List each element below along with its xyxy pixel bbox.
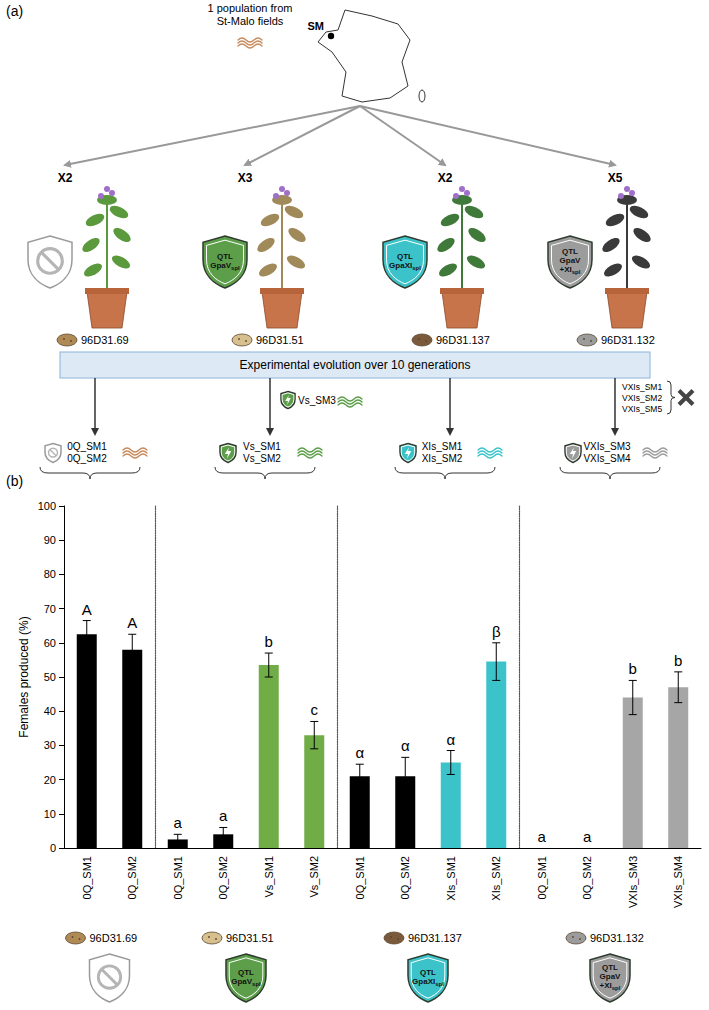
svg-text:Vs_SM3: Vs_SM3 xyxy=(298,395,336,406)
svg-text:96D31.69: 96D31.69 xyxy=(90,932,138,944)
svg-text:α: α xyxy=(401,737,410,754)
svg-text:100: 100 xyxy=(38,500,56,512)
svg-text:VXIs_SM5: VXIs_SM5 xyxy=(622,404,662,414)
svg-text:Vs_SM1: Vs_SM1 xyxy=(243,441,281,452)
svg-text:96D31.137: 96D31.137 xyxy=(408,932,462,944)
svg-text:96D31.132: 96D31.132 xyxy=(590,932,644,944)
svg-text:0Q_SM1: 0Q_SM1 xyxy=(536,856,548,899)
svg-text:0: 0 xyxy=(50,842,56,854)
svg-text:0Q_SM1: 0Q_SM1 xyxy=(67,441,107,452)
svg-text:96D31.137: 96D31.137 xyxy=(436,334,490,346)
svg-text:VXIs_SM4: VXIs_SM4 xyxy=(672,856,684,908)
svg-text:Vs_SM1: Vs_SM1 xyxy=(263,856,275,898)
svg-text:X2: X2 xyxy=(58,171,73,185)
svg-text:0Q_SM2: 0Q_SM2 xyxy=(217,856,229,899)
svg-text:b: b xyxy=(674,652,682,669)
svg-text:96D31.51: 96D31.51 xyxy=(226,932,274,944)
svg-text:96D31.69: 96D31.69 xyxy=(81,334,129,346)
svg-text:A: A xyxy=(127,614,137,631)
svg-text:70: 70 xyxy=(44,603,56,615)
svg-text:XIs_SM1: XIs_SM1 xyxy=(422,441,463,452)
svg-text:α: α xyxy=(446,731,455,748)
svg-text:0Q_SM1: 0Q_SM1 xyxy=(172,856,184,899)
svg-text:VXIs_SM2: VXIs_SM2 xyxy=(622,393,662,403)
svg-text:GpaV: GpaV xyxy=(560,256,582,265)
svg-text:a: a xyxy=(174,814,183,831)
svg-text:XIs_SM2: XIs_SM2 xyxy=(422,453,463,464)
svg-text:QTL: QTL xyxy=(397,252,413,261)
svg-text:(b): (b) xyxy=(6,473,23,489)
svg-text:GpaXIspl: GpaXIspl xyxy=(412,977,444,987)
svg-text:X5: X5 xyxy=(608,171,623,185)
svg-text:VXIs_SM3: VXIs_SM3 xyxy=(627,856,639,908)
svg-text:0Q_SM2: 0Q_SM2 xyxy=(67,453,107,464)
svg-text:0Q_SM1: 0Q_SM1 xyxy=(81,856,93,899)
svg-text:+XIspl: +XIspl xyxy=(600,981,621,991)
svg-text:QTL: QTL xyxy=(420,968,436,977)
svg-text:0Q_SM2: 0Q_SM2 xyxy=(399,856,411,899)
svg-text:0Q_SM2: 0Q_SM2 xyxy=(581,856,593,899)
svg-text:b: b xyxy=(629,660,637,677)
svg-text:Females produced (%): Females produced (%) xyxy=(17,616,31,737)
svg-text:0Q_SM1: 0Q_SM1 xyxy=(354,856,366,899)
svg-text:80: 80 xyxy=(44,568,56,580)
svg-text:GpaV: GpaV xyxy=(600,972,622,981)
svg-text:XIs_SM2: XIs_SM2 xyxy=(490,856,502,901)
svg-text:Experimental evolution over 10: Experimental evolution over 10 generatio… xyxy=(240,358,471,372)
svg-text:60: 60 xyxy=(44,637,56,649)
svg-text:50: 50 xyxy=(44,671,56,683)
svg-text:XIs_SM1: XIs_SM1 xyxy=(445,856,457,901)
svg-text:20: 20 xyxy=(44,774,56,786)
svg-text:10: 10 xyxy=(44,808,56,820)
svg-text:X2: X2 xyxy=(438,171,453,185)
svg-text:1 population from: 1 population from xyxy=(208,2,293,14)
svg-text:96D31.132: 96D31.132 xyxy=(601,334,655,346)
svg-text:VXIs_SM1: VXIs_SM1 xyxy=(622,382,662,392)
svg-text:30: 30 xyxy=(44,739,56,751)
svg-text:QTL: QTL xyxy=(562,247,578,256)
svg-text:+XIspl: +XIspl xyxy=(560,265,581,275)
svg-text:QTL: QTL xyxy=(602,963,618,972)
svg-text:α: α xyxy=(355,744,364,761)
svg-text:X3: X3 xyxy=(238,171,253,185)
svg-text:a: a xyxy=(583,828,592,845)
svg-text:(a): (a) xyxy=(6,3,23,19)
svg-text:c: c xyxy=(311,701,319,718)
svg-text:96D31.51: 96D31.51 xyxy=(256,334,304,346)
svg-text:GpaVspl: GpaVspl xyxy=(210,261,240,271)
svg-text:a: a xyxy=(219,807,228,824)
svg-text:b: b xyxy=(265,633,273,650)
svg-text:A: A xyxy=(82,601,92,618)
svg-text:GpaXIspl: GpaXIspl xyxy=(389,261,421,271)
svg-text:a: a xyxy=(538,828,547,845)
svg-text:VXIs_SM4: VXIs_SM4 xyxy=(583,453,631,464)
svg-text:SM: SM xyxy=(308,20,325,32)
svg-text:GpaVspl: GpaVspl xyxy=(231,977,261,987)
svg-text:Vs_SM2: Vs_SM2 xyxy=(308,856,320,898)
svg-text:QTL: QTL xyxy=(217,252,233,261)
svg-text:0Q_SM2: 0Q_SM2 xyxy=(126,856,138,899)
svg-text:VXIs_SM3: VXIs_SM3 xyxy=(583,441,631,452)
svg-text:β: β xyxy=(492,623,501,640)
svg-text:St-Malo fields: St-Malo fields xyxy=(217,15,284,27)
svg-text:90: 90 xyxy=(44,534,56,546)
svg-text:QTL: QTL xyxy=(238,968,254,977)
svg-text:40: 40 xyxy=(44,705,56,717)
svg-text:Vs_SM2: Vs_SM2 xyxy=(243,453,281,464)
